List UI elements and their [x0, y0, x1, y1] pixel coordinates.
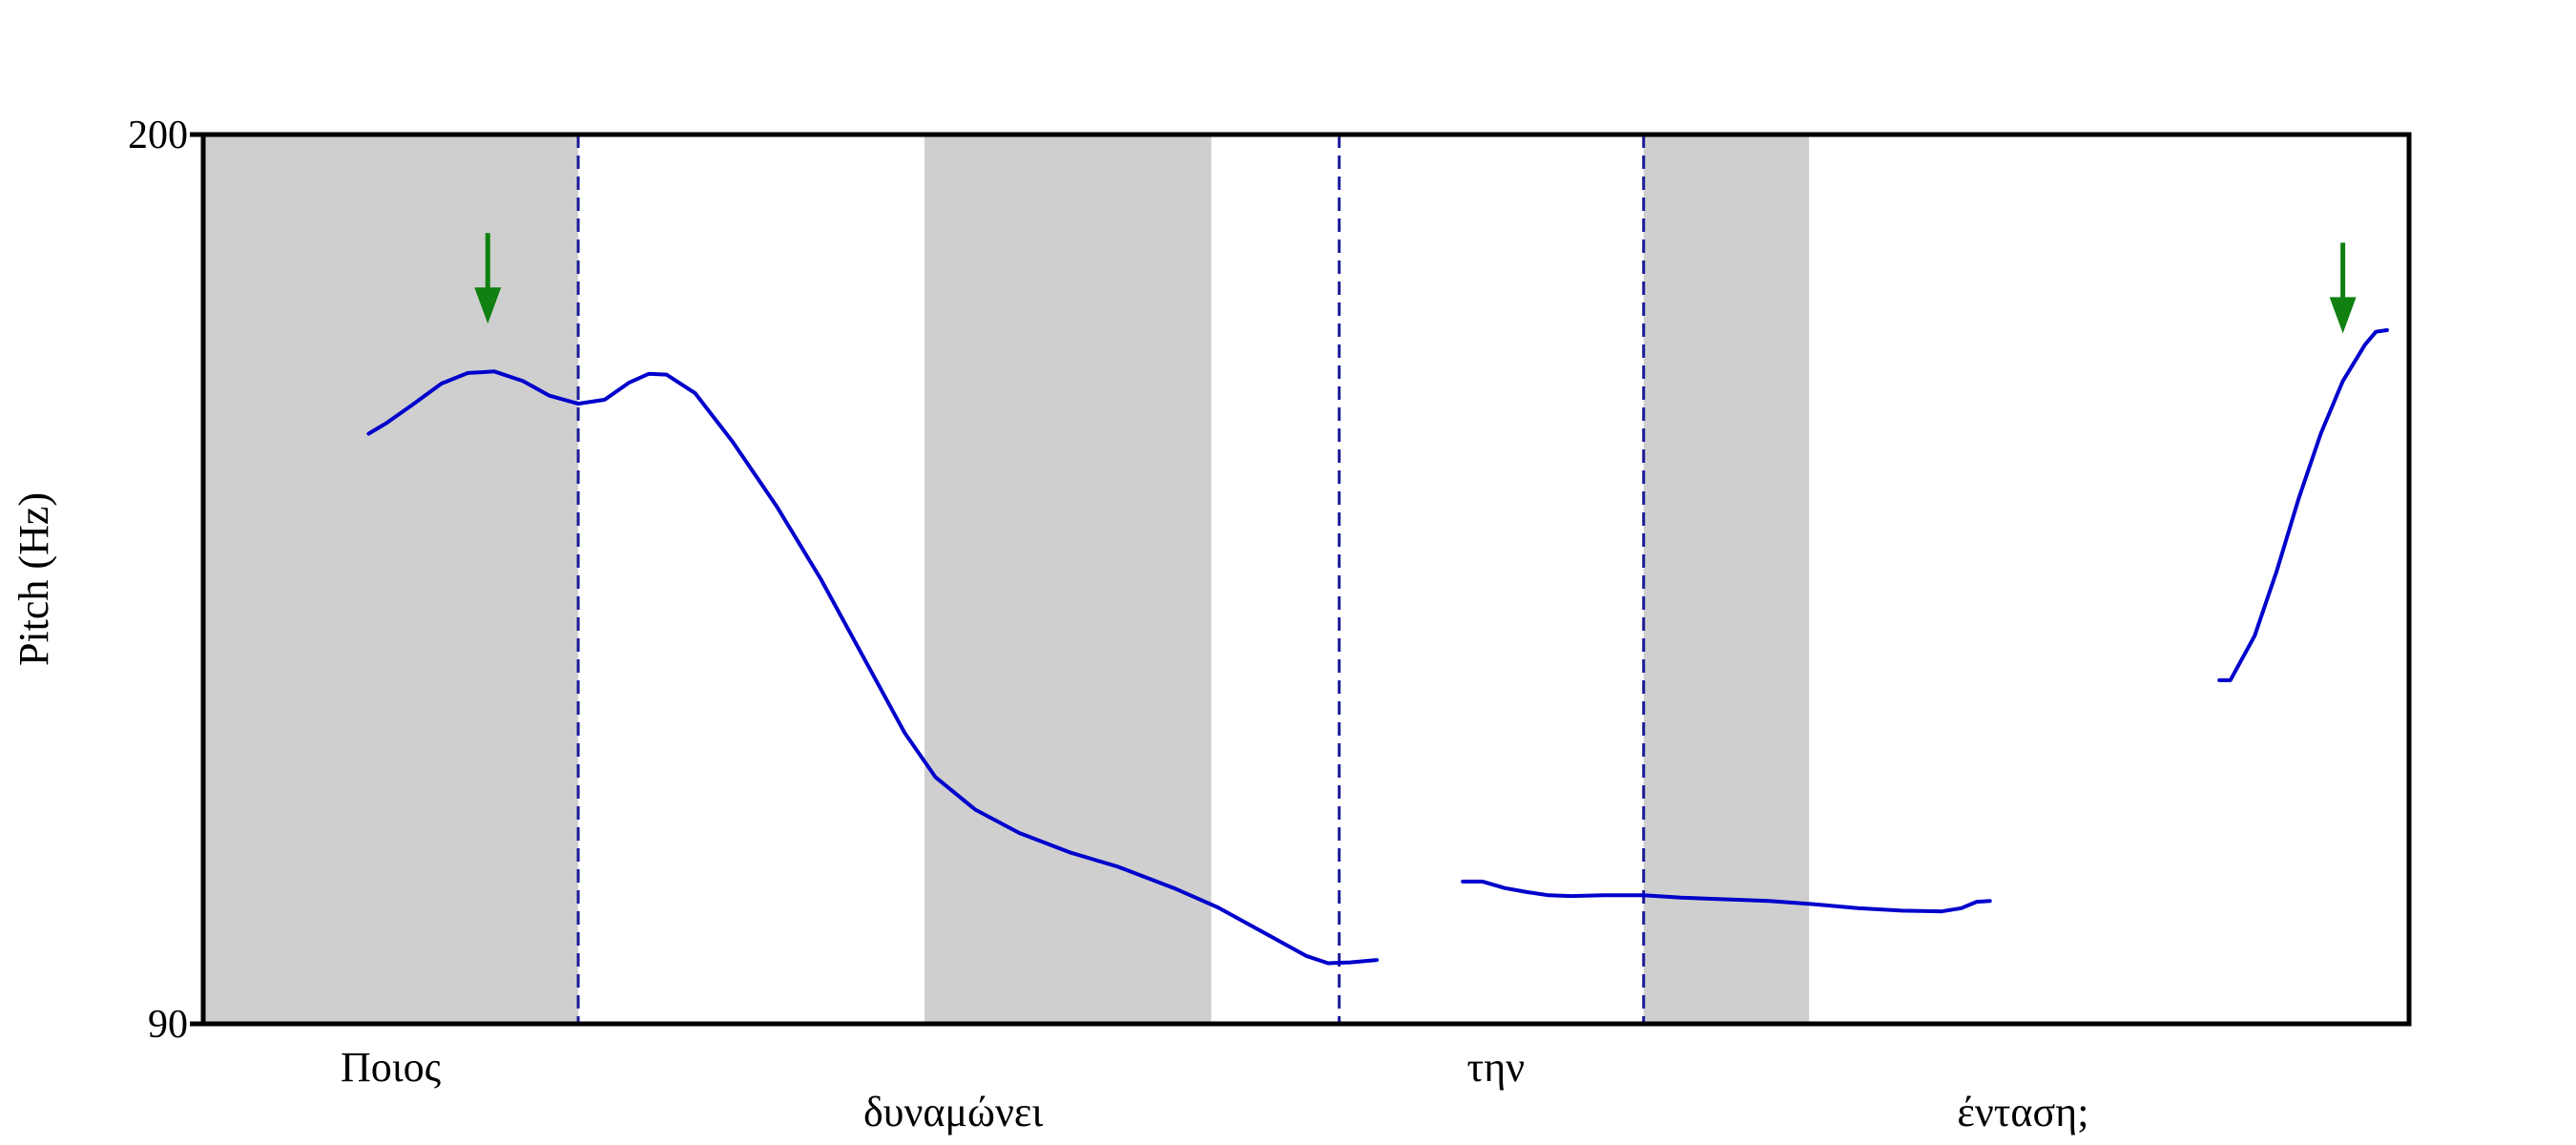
- pitch-accent-arrows: [474, 233, 2357, 334]
- plot-frame: [200, 132, 2412, 1027]
- y-axis: 200 90: [128, 114, 203, 1047]
- shaded-regions: [203, 135, 1810, 1024]
- pitch-contour-segment-0: [366, 369, 1379, 966]
- pitch-contour-segment-1: [1461, 879, 1992, 914]
- word-label-3: ένταση;: [1957, 1089, 2088, 1135]
- word-label-0: Ποιος: [341, 1044, 441, 1091]
- word-boundaries: [576, 135, 1646, 1024]
- y-tick-label-top: 200: [128, 114, 188, 157]
- y-axis-label: Pitch (Hz): [10, 492, 57, 666]
- y-tick-label-bottom: 90: [148, 1003, 188, 1047]
- word-label-1: δυναμώνει: [863, 1089, 1043, 1135]
- word-label-2: την: [1467, 1044, 1526, 1091]
- shaded-region-2: [1643, 135, 1810, 1024]
- shaded-region-0: [203, 135, 579, 1024]
- word-labels: Ποιος δυναμώνει την ένταση;: [341, 1044, 2088, 1135]
- pitch-contour-segment-2: [2217, 328, 2389, 682]
- pitch-contour: [366, 328, 2389, 966]
- accent-arrow-1: [2329, 242, 2357, 334]
- accent-arrow-0: [474, 233, 502, 324]
- shaded-region-1: [924, 135, 1212, 1024]
